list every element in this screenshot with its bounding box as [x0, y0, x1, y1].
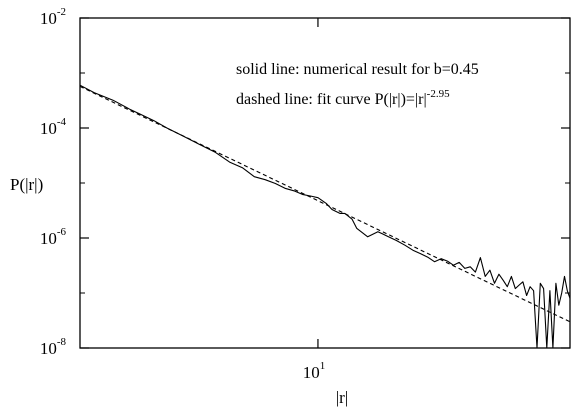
x-tick-label-exponent: 1	[320, 360, 326, 372]
y-tick-label-exponent: -2	[57, 6, 66, 18]
x-axis-label: |r|	[336, 388, 348, 407]
x-tick-label-base: 10	[303, 363, 320, 382]
y-tick-label: 10-2	[40, 6, 66, 28]
annotation-dashed-line-exponent: -2.95	[427, 88, 450, 100]
y-tick-label-base: 10	[40, 119, 57, 138]
y-tick-label: 10-8	[40, 336, 67, 358]
annotation-dashed-line: dashed line: fit curve P(|r|)=|r|-2.95	[236, 88, 450, 108]
fit-curve-dashed-line	[79, 85, 571, 323]
x-tick-group: 101	[303, 18, 326, 382]
y-tick-label: 10-4	[40, 116, 67, 138]
y-tick-group: 10-810-610-410-2	[40, 6, 570, 358]
y-tick-label-exponent: -4	[57, 116, 67, 128]
annotation-solid-line: solid line: numerical result for b=0.45	[236, 61, 479, 78]
x-tick-label: 101	[303, 360, 326, 382]
annotation-dashed-line-main: dashed line: fit curve P(|r|)=|r|	[236, 91, 427, 108]
y-tick-label-base: 10	[40, 339, 57, 358]
numerical-result-solid-line	[79, 84, 571, 349]
y-tick-label: 10-6	[40, 226, 67, 248]
series-layer	[79, 84, 571, 349]
y-tick-label-base: 10	[40, 229, 57, 248]
y-tick-label-exponent: -8	[57, 336, 67, 348]
y-axis-label: P(|r|)	[10, 175, 43, 194]
y-tick-label-exponent: -6	[57, 226, 67, 238]
y-tick-label-base: 10	[40, 9, 57, 28]
